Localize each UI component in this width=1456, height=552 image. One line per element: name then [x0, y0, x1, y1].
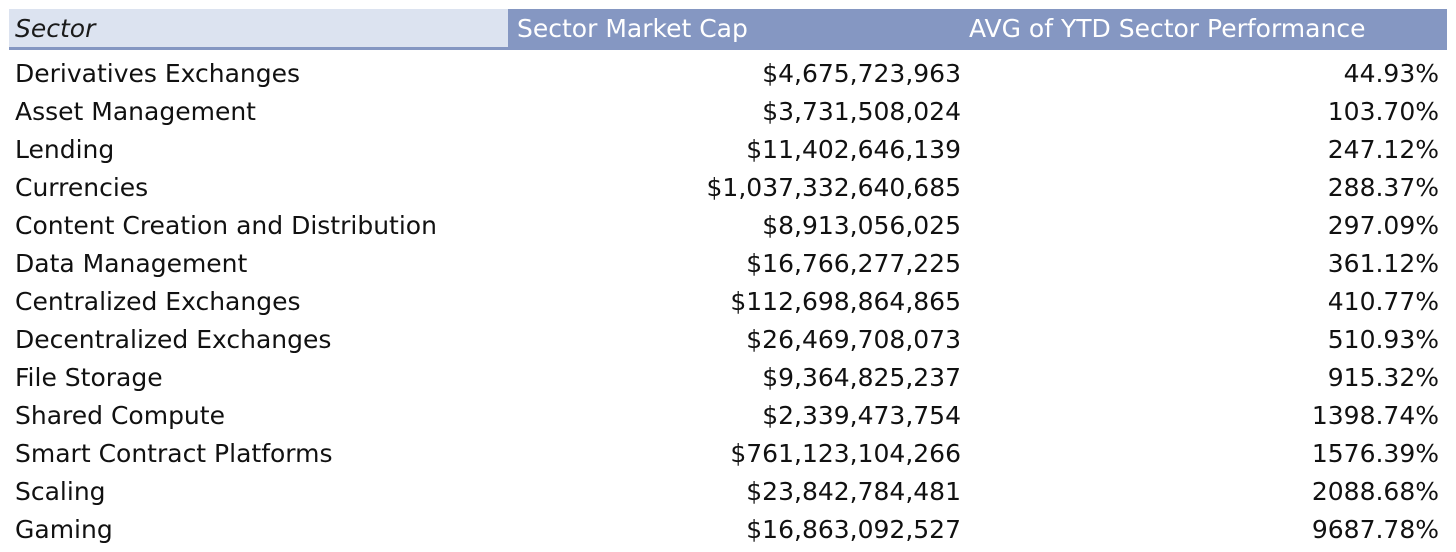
- table-row: Decentralized Exchanges $26,469,708,073 51…: [9, 320, 1447, 358]
- cell-sector[interactable]: Centralized Exchanges: [15, 286, 301, 316]
- table-row: Lending $11,402,646,139 247.12%: [9, 130, 1447, 168]
- cell-sector[interactable]: Data Management: [15, 248, 248, 278]
- table-row: Scaling $23,842,784,481 2088.68%: [9, 472, 1447, 510]
- cell-market-cap[interactable]: $112,698,864,865: [730, 286, 961, 316]
- cell-market-cap[interactable]: $16,766,277,225: [746, 248, 961, 278]
- cell-ytd-performance[interactable]: 510.93%: [1327, 324, 1439, 354]
- table-body: Derivatives Exchanges $4,675,723,963 44.93…: [9, 49, 1447, 549]
- table-row: Content Creation and Distribution $8,913,…: [9, 206, 1447, 244]
- cell-ytd-performance[interactable]: 410.77%: [1327, 286, 1439, 316]
- sector-table: Sector Sector Market Cap AVG of YTD Sect…: [9, 9, 1447, 548]
- cell-sector[interactable]: Gaming: [15, 514, 113, 544]
- table-row: File Storage $9,364,825,237 915.32%: [9, 358, 1447, 396]
- cell-sector[interactable]: Scaling: [15, 476, 106, 506]
- cell-market-cap[interactable]: $1,037,332,640,685: [706, 172, 961, 202]
- cell-sector[interactable]: Smart Contract Platforms: [15, 438, 333, 468]
- table-row: Gaming $16,863,092,527 9687.78%: [9, 510, 1447, 548]
- cell-sector[interactable]: Derivatives Exchanges: [15, 58, 301, 88]
- cell-sector[interactable]: Content Creation and Distribution: [15, 210, 437, 240]
- table-row: Currencies $1,037,332,640,685 288.37%: [9, 168, 1447, 206]
- cell-sector[interactable]: Lending: [15, 134, 115, 164]
- table-row: Data Management $16,766,277,225 361.12%: [9, 244, 1447, 282]
- cell-sector[interactable]: Asset Management: [15, 96, 256, 126]
- cell-ytd-performance[interactable]: 2088.68%: [1311, 476, 1439, 506]
- cell-ytd-performance[interactable]: 44.93%: [1343, 58, 1439, 88]
- cell-ytd-performance[interactable]: 1576.39%: [1311, 438, 1439, 468]
- cell-market-cap[interactable]: $11,402,646,139: [746, 134, 961, 164]
- table-row: Asset Management $3,731,508,024 103.70%: [9, 92, 1447, 130]
- cell-market-cap[interactable]: $4,675,723,963: [762, 58, 961, 88]
- cell-ytd-performance[interactable]: 247.12%: [1327, 134, 1439, 164]
- column-header-market-cap[interactable]: Sector Market Cap: [508, 9, 969, 50]
- cell-ytd-performance[interactable]: 297.09%: [1327, 210, 1439, 240]
- table-row: Centralized Exchanges $112,698,864,865 410…: [9, 282, 1447, 320]
- cell-sector[interactable]: File Storage: [15, 362, 163, 392]
- cell-ytd-performance[interactable]: 288.37%: [1327, 172, 1439, 202]
- cell-ytd-performance[interactable]: 361.12%: [1327, 248, 1439, 278]
- cell-market-cap[interactable]: $23,842,784,481: [746, 476, 961, 506]
- table-row: Shared Compute $2,339,473,754 1398.74%: [9, 396, 1447, 434]
- cell-market-cap[interactable]: $3,731,508,024: [762, 96, 961, 126]
- table-row: Derivatives Exchanges $4,675,723,963 44.93…: [9, 49, 1447, 93]
- cell-market-cap[interactable]: $9,364,825,237: [762, 362, 961, 392]
- cell-sector[interactable]: Currencies: [15, 172, 149, 202]
- cell-market-cap[interactable]: $16,863,092,527: [746, 514, 961, 544]
- cell-market-cap[interactable]: $8,913,056,025: [762, 210, 961, 240]
- cell-market-cap[interactable]: $2,339,473,754: [762, 400, 961, 430]
- column-header-sector[interactable]: Sector: [9, 9, 508, 50]
- cell-market-cap[interactable]: $761,123,104,266: [730, 438, 961, 468]
- cell-sector[interactable]: Decentralized Exchanges: [15, 324, 332, 354]
- cell-ytd-performance[interactable]: 103.70%: [1327, 96, 1439, 126]
- header-row: Sector Sector Market Cap AVG of YTD Sect…: [9, 9, 1447, 50]
- column-header-ytd-performance[interactable]: AVG of YTD Sector Performance: [969, 9, 1447, 50]
- cell-sector[interactable]: Shared Compute: [15, 400, 225, 430]
- cell-ytd-performance[interactable]: 1398.74%: [1311, 400, 1439, 430]
- cell-ytd-performance[interactable]: 9687.78%: [1311, 514, 1439, 544]
- cell-ytd-performance[interactable]: 915.32%: [1327, 362, 1439, 392]
- table-row: Smart Contract Platforms $761,123,104,266…: [9, 434, 1447, 472]
- cell-market-cap[interactable]: $26,469,708,073: [746, 324, 961, 354]
